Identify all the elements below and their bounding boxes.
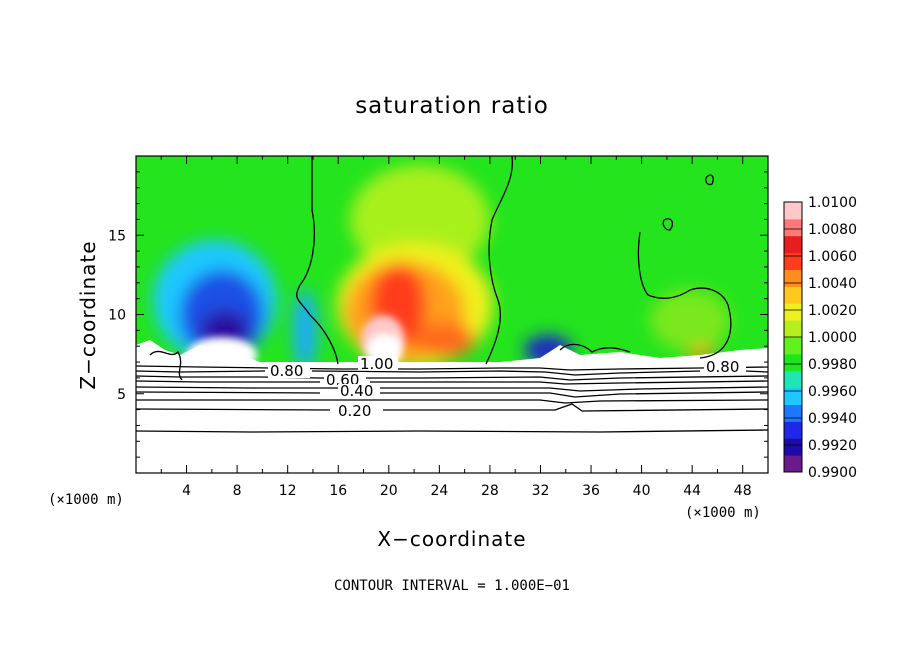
colorbar-label: 1.0020 (808, 303, 857, 319)
colorbar-swatch (784, 353, 802, 372)
contour-1.00-left (296, 156, 339, 365)
moist-region-far-right (650, 290, 730, 350)
colorbar-label: 0.9920 (808, 438, 857, 454)
supersaturated-region-right (415, 322, 475, 358)
contour-wiggle-right (559, 343, 631, 353)
contour-label-bg-6 (704, 360, 746, 373)
contour-label-bg-1 (358, 356, 398, 370)
contour-1.00-right (485, 156, 514, 365)
x-tick-label: 20 (380, 483, 398, 499)
x-tick-label: 4 (182, 483, 191, 499)
colorbar-swatch (784, 421, 802, 439)
contour-label: 0.40 (340, 382, 373, 400)
contour-0.90 (136, 365, 768, 371)
contour-label: 0.20 (338, 402, 371, 420)
x-tick-label: 28 (481, 483, 499, 499)
colorbar-label: 1.0080 (808, 222, 857, 238)
colorbar-label: 1.0000 (808, 330, 857, 346)
colorbar-swatch (784, 438, 802, 456)
x-tick-label: 48 (734, 483, 752, 499)
contour-label: 0.80 (706, 358, 739, 376)
contour-0.60 (136, 380, 768, 385)
contour-0.20 (136, 403, 768, 412)
y-axis-label: Z−coordinate (76, 240, 100, 389)
subsaturated-region-mid (293, 290, 317, 370)
cloud-base-edge (136, 340, 768, 366)
y-tick-label: 10 (108, 308, 126, 324)
colorbar-swatch (784, 337, 802, 355)
colorbar-label: 1.0100 (808, 195, 857, 211)
colorbar-swatch (784, 320, 802, 338)
colorbar-label: 1.0060 (808, 249, 857, 265)
contour-label: 0.80 (270, 362, 303, 380)
saturation-field (136, 156, 768, 473)
colorbar-label: 1.0040 (808, 276, 857, 292)
contour-1.00-far-right (637, 231, 732, 359)
colorbar-swatch (784, 455, 802, 473)
colorbar: 1.0100 1.0080 1.0060 1.0040 1.0020 1.0000 0.99… (783, 195, 857, 481)
colorbar-swatch (784, 218, 802, 237)
colorbar-swatch (784, 286, 802, 304)
x-unit-right: (×1000 m) (685, 505, 761, 521)
clear-air-layer (136, 364, 768, 473)
colorbar-swatch (784, 235, 802, 254)
colorbar-label: 0.9980 (808, 357, 857, 373)
contour-small-loop (705, 174, 714, 186)
contour-lines (136, 156, 768, 433)
contour-0.50 (136, 386, 768, 392)
colorbar-swatch (784, 252, 802, 270)
x-tick-label: 36 (582, 483, 600, 499)
contour-labels: 1.00 0.80 0.60 0.40 0.20 0.80 (268, 355, 746, 420)
contour-0.30 (136, 399, 768, 404)
contour-small-loop-2 (662, 218, 674, 231)
y-tick-label: 15 (108, 228, 126, 244)
colorbar-swatch (784, 370, 802, 389)
colorbar-label: 0.9940 (808, 411, 857, 427)
colorbar-swatch (784, 202, 802, 220)
colorbar-swatch (784, 404, 802, 422)
contour-label-bg-3 (324, 372, 366, 385)
x-axis-label: X−coordinate (377, 527, 526, 551)
x-tick-label: 44 (683, 483, 701, 499)
contour-0.40 (136, 391, 768, 398)
contour-label-bg-2 (268, 364, 310, 378)
colorbar-label: 0.9900 (808, 465, 857, 481)
colorbar-label: 0.9960 (808, 384, 857, 400)
x-tick-label: 24 (430, 483, 448, 499)
chart-title: saturation ratio (355, 93, 549, 119)
colorbar-swatch (784, 303, 802, 321)
y-tick-label: 5 (117, 387, 126, 403)
x-axis: 4 8 12 16 20 24 28 32 36 40 44 48 (160, 156, 752, 499)
x-tick-label: 32 (532, 483, 550, 499)
contour-interval-note: CONTOUR INTERVAL = 1.000E−01 (334, 578, 570, 594)
colorbar-swatch (784, 269, 802, 287)
x-unit-left: (×1000 m) (48, 492, 124, 508)
contour-label: 1.00 (360, 355, 393, 373)
x-tick-label: 12 (279, 483, 297, 499)
y-axis: 5 10 15 (108, 171, 768, 458)
contour-0.70 (136, 375, 768, 381)
x-tick-label: 8 (233, 483, 242, 499)
x-tick-label: 40 (633, 483, 651, 499)
contour-label-bg-5 (336, 403, 380, 416)
contour-0.10 (136, 429, 768, 433)
x-tick-label: 16 (329, 483, 347, 499)
contour-label-bg-4 (338, 384, 380, 397)
upper-yellow-band (350, 165, 490, 275)
colorbar-swatch (784, 387, 802, 405)
contour-wiggle-left (149, 350, 183, 381)
